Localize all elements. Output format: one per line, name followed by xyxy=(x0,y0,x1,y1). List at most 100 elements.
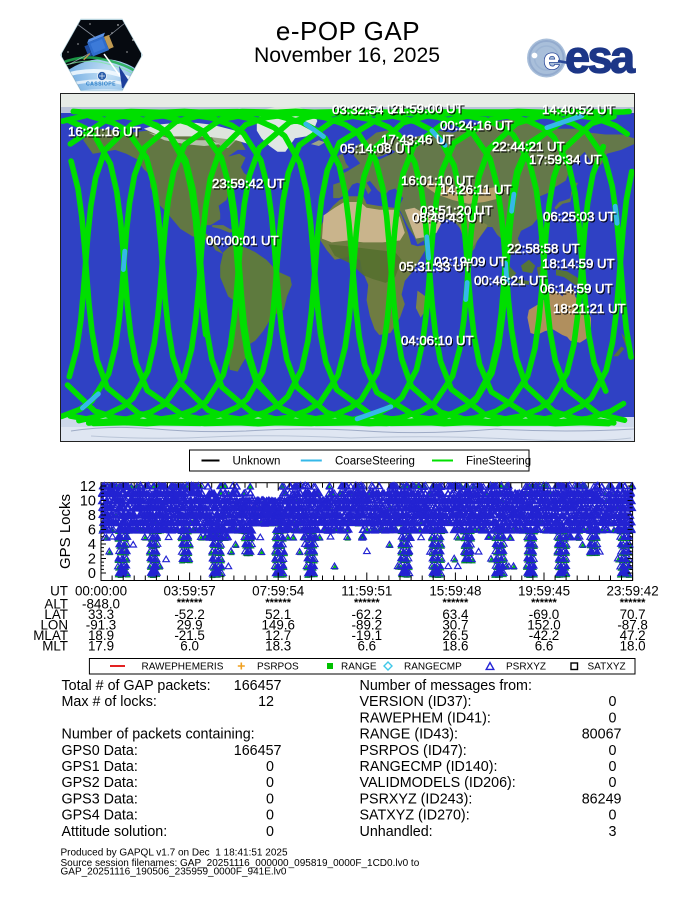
svg-text:PSRPOS (ID47):: PSRPOS (ID47): xyxy=(360,743,467,759)
svg-text:0: 0 xyxy=(266,808,274,824)
svg-text:-848.0: -848.0 xyxy=(82,597,120,612)
svg-text:22:44:21 UT: 22:44:21 UT xyxy=(493,140,566,155)
svg-text:18:14:59 UT: 18:14:59 UT xyxy=(542,256,615,271)
svg-text:04:06:10 UT: 04:06:10 UT xyxy=(401,333,474,348)
svg-text:-52.2: -52.2 xyxy=(174,607,205,622)
svg-text:06:14:59 UT: 06:14:59 UT xyxy=(541,282,614,297)
svg-text:LAT: LAT xyxy=(44,607,68,622)
svg-text:SATXYZ (ID270):: SATXYZ (ID270): xyxy=(360,808,470,824)
svg-text:14:26:11 UT: 14:26:11 UT xyxy=(441,183,513,198)
svg-text:17:43:46 UT: 17:43:46 UT xyxy=(382,133,455,148)
svg-text:18:14:59 UT: 18:14:59 UT xyxy=(543,257,616,272)
svg-text:******: ****** xyxy=(443,597,469,609)
svg-text:18.3: 18.3 xyxy=(265,639,291,654)
svg-text:******: ****** xyxy=(354,597,380,609)
svg-text:19:59:45: 19:59:45 xyxy=(518,584,570,599)
svg-text:CoarseSteering: CoarseSteering xyxy=(335,456,415,468)
svg-text:86249: 86249 xyxy=(582,791,622,807)
svg-text:RANGECMP (ID140):: RANGECMP (ID140): xyxy=(360,759,498,775)
svg-text:6: 6 xyxy=(88,523,96,539)
svg-text:30.7: 30.7 xyxy=(442,618,468,633)
svg-text:-21.5: -21.5 xyxy=(174,628,205,643)
svg-text:63.4: 63.4 xyxy=(442,607,469,622)
svg-text:02:19:09 UT: 02:19:09 UT xyxy=(434,254,507,269)
svg-text:52.1: 52.1 xyxy=(265,607,291,622)
svg-text:GPS2 Data:: GPS2 Data: xyxy=(62,775,138,791)
svg-text:4: 4 xyxy=(88,537,96,553)
svg-text:03:59:57: 03:59:57 xyxy=(164,584,216,599)
svg-text:MLAT: MLAT xyxy=(33,628,68,643)
svg-text:******: ****** xyxy=(531,597,557,609)
svg-text:21:59:00 UT: 21:59:00 UT xyxy=(391,101,464,116)
svg-text:18:21:21 UT: 18:21:21 UT xyxy=(553,301,626,316)
svg-text:00:00:00: 00:00:00 xyxy=(75,584,127,599)
svg-text:23:59:42 UT: 23:59:42 UT xyxy=(213,177,286,192)
svg-text:18.6: 18.6 xyxy=(442,639,468,654)
svg-text:6.6: 6.6 xyxy=(535,639,554,654)
svg-text:UT: UT xyxy=(50,584,68,599)
svg-text:0: 0 xyxy=(266,759,274,775)
svg-text:8: 8 xyxy=(88,508,96,524)
svg-text:12.7: 12.7 xyxy=(265,628,291,643)
svg-text:2: 2 xyxy=(88,552,96,568)
svg-text:0: 0 xyxy=(609,743,617,759)
svg-text:-69.0: -69.0 xyxy=(529,607,560,622)
svg-text:Produced by GAPQL v1.7 on Dec: Produced by GAPQL v1.7 on Dec 1 18:41:51… xyxy=(61,848,288,859)
svg-text:VERSION (ID37):: VERSION (ID37): xyxy=(360,694,472,710)
svg-text:e-POP GAP: e-POP GAP xyxy=(276,16,420,46)
svg-text:******: ****** xyxy=(620,597,646,609)
svg-text:14:40:52 UT: 14:40:52 UT xyxy=(543,103,616,118)
svg-text:0: 0 xyxy=(266,791,274,807)
svg-text:RANGECMP: RANGECMP xyxy=(404,662,462,673)
svg-text:70.7: 70.7 xyxy=(620,607,646,622)
svg-text:GPS1 Data:: GPS1 Data: xyxy=(62,759,138,775)
svg-text:08:49:43 UT: 08:49:43 UT xyxy=(412,210,485,225)
svg-text:03:32:54 UT: 03:32:54 UT xyxy=(333,103,406,118)
svg-text:Max # of locks:: Max # of locks: xyxy=(62,694,157,710)
svg-text:RANGE (ID43):: RANGE (ID43): xyxy=(360,727,459,743)
svg-text:esa: esa xyxy=(565,32,636,83)
svg-text:RAWEPHEMERIS: RAWEPHEMERIS xyxy=(142,662,224,673)
svg-text:Unknown: Unknown xyxy=(233,456,281,468)
svg-text:80067: 80067 xyxy=(582,727,622,743)
svg-text:Source session filenames: GAP_: Source session filenames: GAP_20251116_0… xyxy=(61,858,420,869)
svg-text:26.5: 26.5 xyxy=(442,628,468,643)
svg-text:0: 0 xyxy=(609,808,617,824)
svg-text:CASSIOPE: CASSIOPE xyxy=(86,82,116,88)
svg-text:02:19:09 UT: 02:19:09 UT xyxy=(435,255,508,270)
svg-text:00:46:21 UT: 00:46:21 UT xyxy=(475,274,548,289)
svg-text:00:24:16 UT: 00:24:16 UT xyxy=(441,119,514,134)
svg-text:MLT: MLT xyxy=(42,639,68,654)
svg-text:0: 0 xyxy=(609,694,617,710)
svg-text:******: ****** xyxy=(265,597,291,609)
svg-text:LON: LON xyxy=(40,618,68,633)
svg-text:e: e xyxy=(544,43,561,76)
svg-text:ALT: ALT xyxy=(44,597,68,612)
svg-text:0: 0 xyxy=(609,710,617,726)
svg-text:03:32:54 UT: 03:32:54 UT xyxy=(332,102,405,117)
svg-text:17:59:34 UT: 17:59:34 UT xyxy=(530,153,603,168)
svg-text:29.9: 29.9 xyxy=(177,618,203,633)
svg-text:VALIDMODELS (ID206):: VALIDMODELS (ID206): xyxy=(360,775,516,791)
svg-text:November 16, 2025: November 16, 2025 xyxy=(254,44,440,67)
svg-text:00:00:01 UT: 00:00:01 UT xyxy=(207,234,280,249)
svg-text:23:59:42: 23:59:42 xyxy=(607,584,659,599)
svg-text:0: 0 xyxy=(88,566,96,582)
svg-text:-42.2: -42.2 xyxy=(529,628,560,643)
svg-text:6.0: 6.0 xyxy=(180,639,199,654)
svg-text:Unhandled:: Unhandled: xyxy=(360,824,433,840)
svg-text:******: ****** xyxy=(177,597,203,609)
svg-text:17.9: 17.9 xyxy=(88,639,114,654)
svg-text:-87.8: -87.8 xyxy=(617,618,648,633)
svg-text:166457: 166457 xyxy=(234,678,282,694)
svg-text:08:49:43 UT: 08:49:43 UT xyxy=(413,211,486,226)
svg-text:0: 0 xyxy=(266,775,274,791)
svg-text:06:14:59 UT: 06:14:59 UT xyxy=(540,281,613,296)
svg-text:149.6: 149.6 xyxy=(261,618,295,633)
svg-text:GPS4 Data:: GPS4 Data: xyxy=(62,808,138,824)
svg-text:6.6: 6.6 xyxy=(357,639,376,654)
svg-text:10: 10 xyxy=(80,494,96,510)
svg-text:47.2: 47.2 xyxy=(620,628,646,643)
svg-text:RANGE: RANGE xyxy=(341,662,377,673)
svg-text:14:26:11 UT: 14:26:11 UT xyxy=(440,182,512,197)
